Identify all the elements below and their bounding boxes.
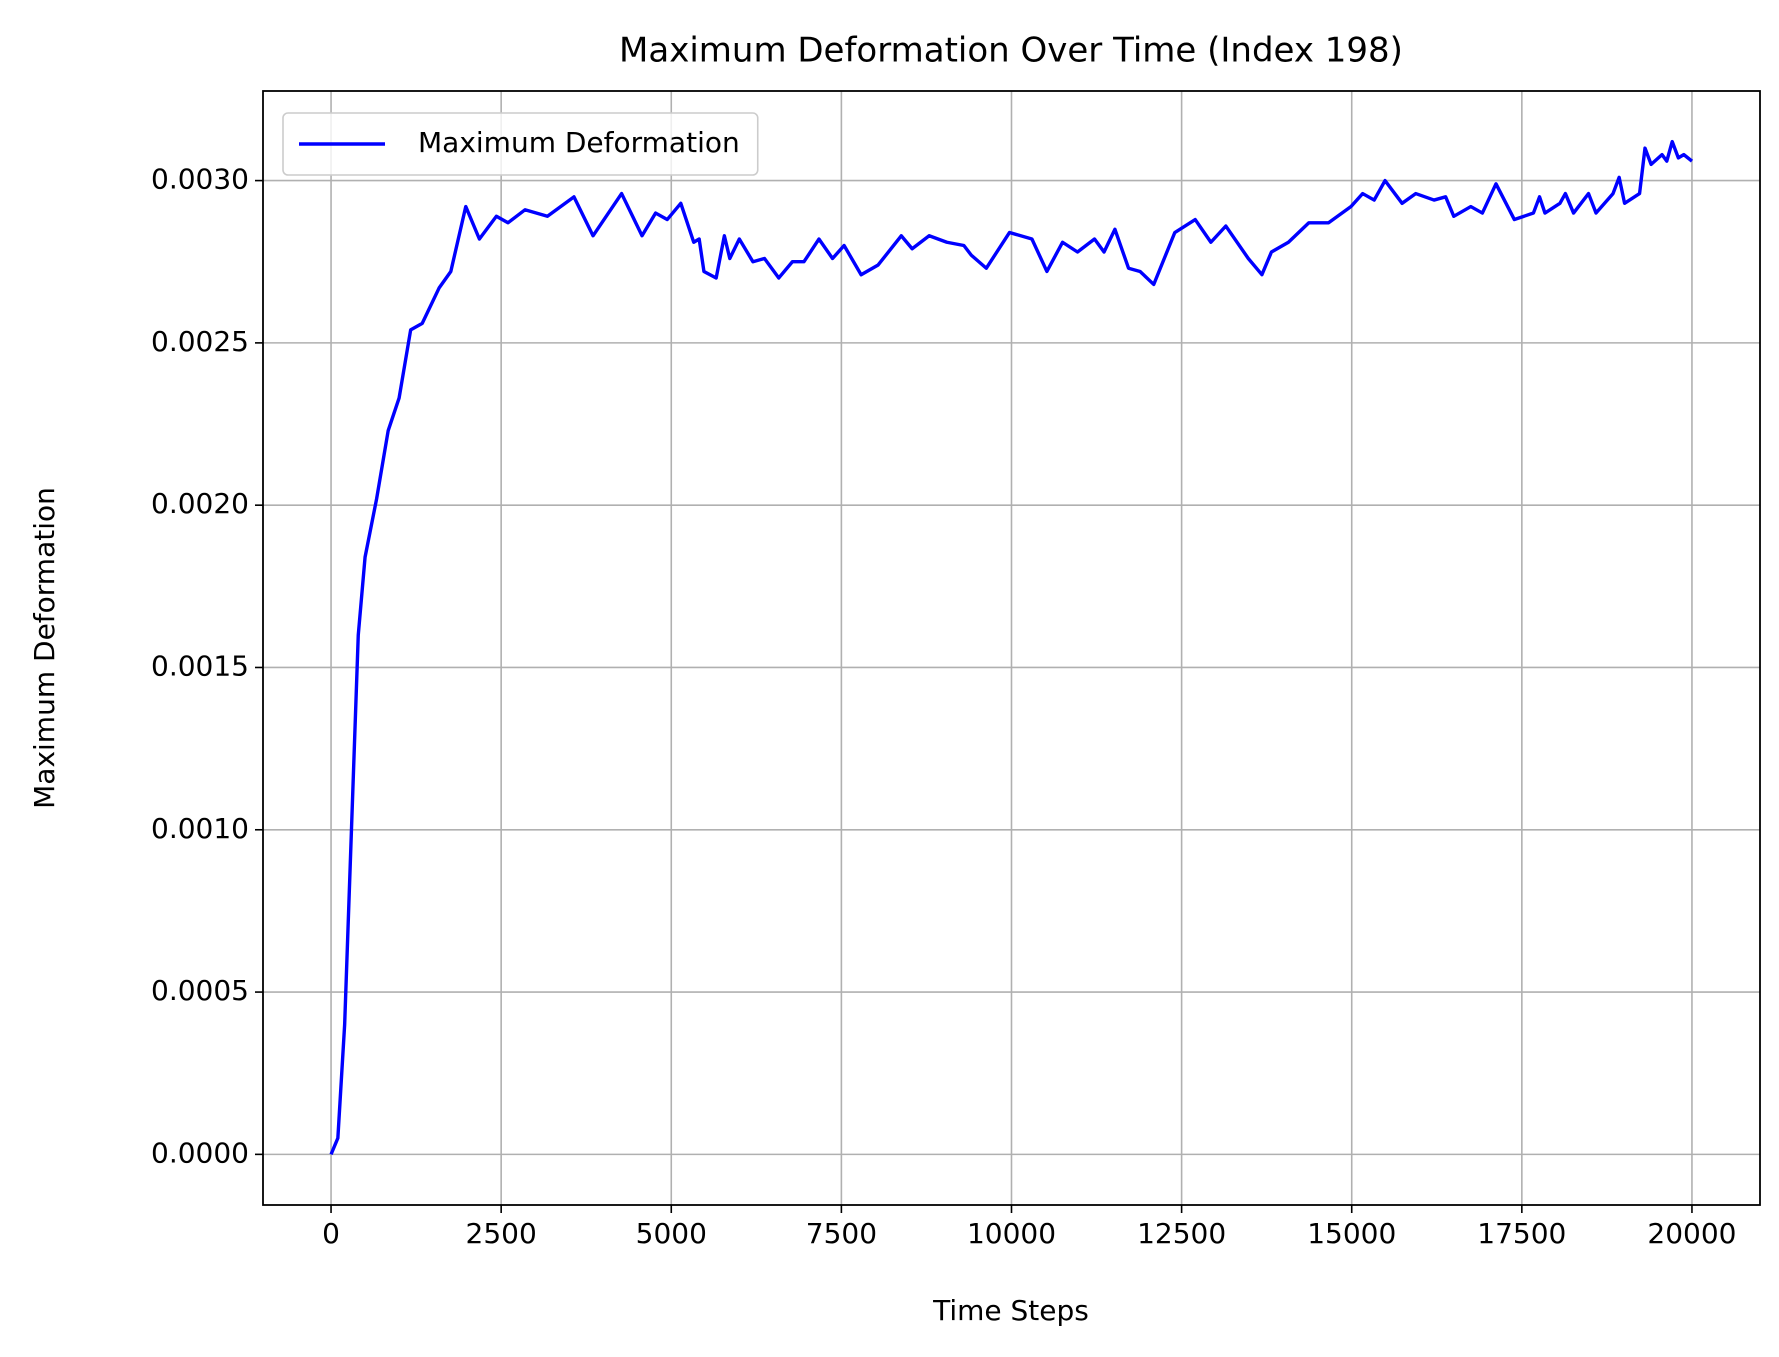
y-tick-label: 0.0000 [151, 1136, 249, 1169]
y-tick-label: 0.0020 [151, 487, 249, 520]
plot-frame [262, 90, 1761, 1206]
x-tick-label: 2500 [466, 1217, 537, 1250]
x-tick-label: 12500 [1137, 1217, 1226, 1250]
x-tick-label: 10000 [967, 1217, 1056, 1250]
y-axis-label: Maximum Deformation [28, 487, 61, 809]
y-tick-label: 0.0025 [151, 325, 249, 358]
x-tick-label: 5000 [636, 1217, 707, 1250]
data-line [329, 139, 1694, 1156]
y-tick-label: 0.0030 [151, 163, 249, 196]
x-axis-label: Time Steps [932, 1294, 1089, 1327]
legend-box [282, 112, 759, 176]
y-tick-label: 0.0015 [151, 649, 249, 682]
y-tick-label: 0.0010 [151, 812, 249, 845]
chart-title: Maximum Deformation Over Time (Index 198… [619, 31, 1403, 71]
x-tick-label: 7500 [806, 1217, 877, 1250]
y-tick-label: 0.0005 [151, 974, 249, 1007]
x-tick-label: 20000 [1647, 1217, 1736, 1250]
x-tick-label: 15000 [1307, 1217, 1396, 1250]
x-tick-label: 0 [322, 1217, 340, 1250]
x-tick-label: 17500 [1477, 1217, 1566, 1250]
legend-label: Maximum Deformation [418, 126, 740, 159]
